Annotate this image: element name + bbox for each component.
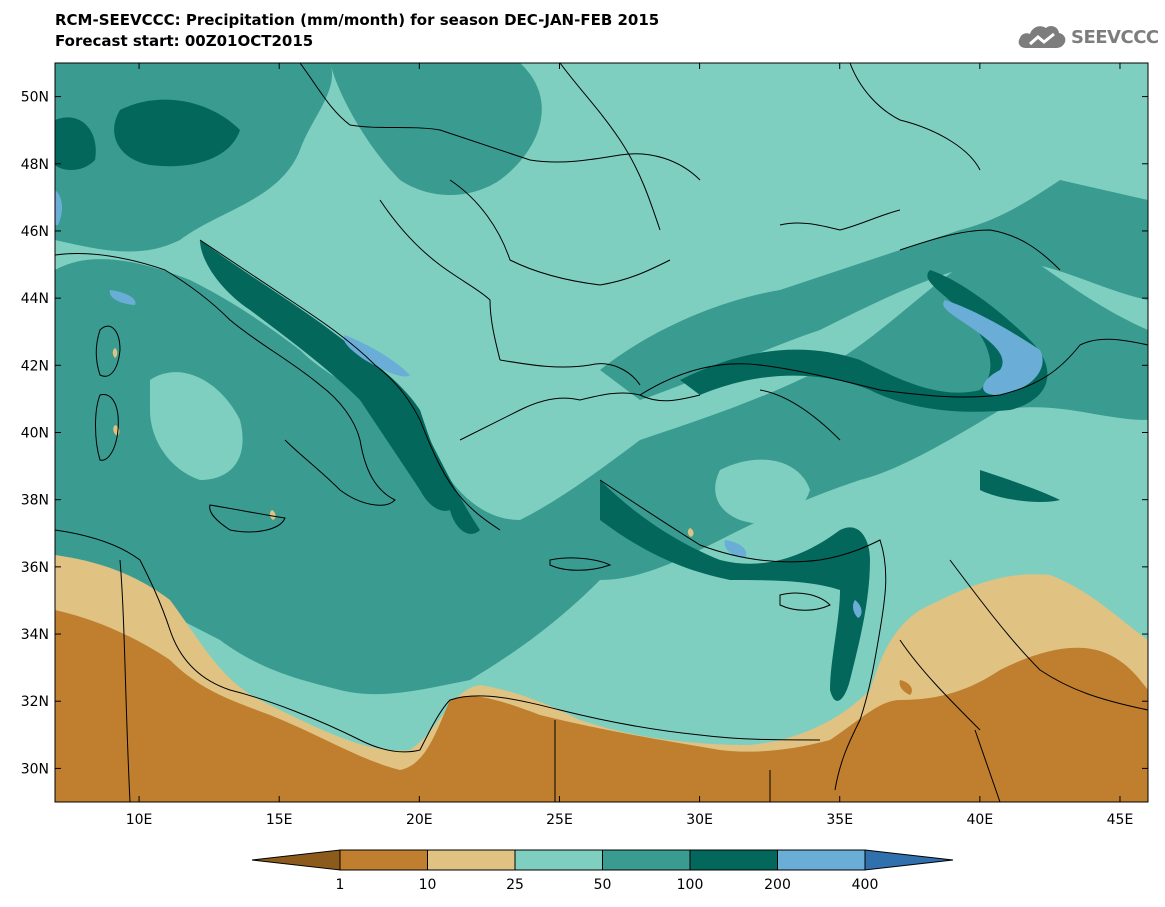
title-line-1: RCM-SEEVCCC: Precipitation (mm/month) fo… bbox=[55, 11, 660, 29]
lon-label: 35E bbox=[826, 812, 853, 828]
coastlines-and-borders bbox=[55, 63, 1148, 802]
lon-label: 30E bbox=[686, 812, 713, 828]
colorbar-block bbox=[777, 849, 866, 871]
colorbar-block bbox=[339, 849, 428, 871]
lat-label: 42N bbox=[21, 358, 49, 374]
lat-label: 36N bbox=[21, 560, 49, 576]
lat-label: 48N bbox=[21, 157, 49, 173]
colorbar-label: 10 bbox=[419, 877, 437, 893]
map-title: RCM-SEEVCCC: Precipitation (mm/month) fo… bbox=[55, 10, 659, 52]
lon-label: 25E bbox=[546, 812, 573, 828]
lat-label: 46N bbox=[21, 224, 49, 240]
lat-label: 34N bbox=[21, 627, 49, 643]
title-line-2: Forecast start: 00Z01OCT2015 bbox=[55, 32, 314, 50]
colorbar-label: 400 bbox=[852, 877, 879, 893]
lon-label: 20E bbox=[406, 812, 433, 828]
seevccc-logo: SEEVCCC bbox=[1016, 20, 1159, 54]
colorbar-block bbox=[427, 849, 516, 871]
lon-label: 40E bbox=[967, 812, 994, 828]
colorbar-low-arrow bbox=[251, 849, 341, 871]
colorbar-block bbox=[602, 849, 691, 871]
lat-label: 44N bbox=[21, 291, 49, 307]
logo-text: SEEVCCC bbox=[1071, 26, 1159, 48]
colorbar-label: 50 bbox=[594, 877, 612, 893]
axis-ticks: 50N 48N 46N 44N 42N 40N 38N 36N 34N 32N 30N 10E 15E 2… bbox=[21, 63, 1148, 828]
colorbar-block bbox=[514, 849, 603, 871]
lon-label: 45E bbox=[1107, 812, 1134, 828]
lat-label: 50N bbox=[21, 90, 49, 106]
colorbar-label: 1 bbox=[336, 877, 345, 893]
lat-label: 30N bbox=[21, 761, 49, 777]
colorbar-label: 25 bbox=[506, 877, 524, 893]
lon-label: 15E bbox=[266, 812, 293, 828]
lat-label: 32N bbox=[21, 694, 49, 710]
lat-label: 38N bbox=[21, 493, 49, 509]
colorbar-label: 200 bbox=[764, 877, 791, 893]
colorbar-block bbox=[689, 849, 778, 871]
colorbar-label: 100 bbox=[677, 877, 704, 893]
lat-label: 40N bbox=[21, 426, 49, 442]
precipitation-field bbox=[55, 63, 1148, 802]
colorbar-high-arrow bbox=[864, 849, 954, 871]
lon-label: 10E bbox=[126, 812, 153, 828]
cloud-icon bbox=[1018, 25, 1066, 48]
